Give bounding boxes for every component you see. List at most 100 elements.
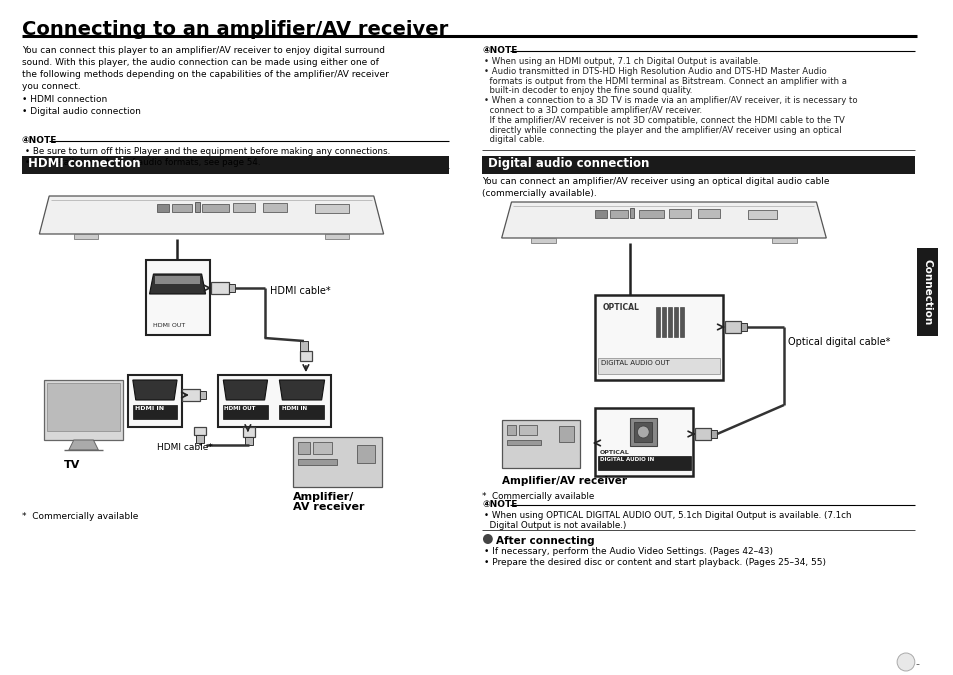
Text: • Be sure to turn off this Player and the equipment before making any connection: • Be sure to turn off this Player and th… [25, 147, 390, 156]
Bar [262, 203, 287, 212]
Circle shape [482, 534, 493, 544]
Bar [629, 208, 634, 218]
Bar [916, 248, 938, 336]
Polygon shape [150, 274, 206, 294]
Bar [698, 209, 720, 218]
Bar [481, 156, 914, 174]
Bar [724, 321, 740, 333]
Bar [195, 435, 203, 443]
Bar [293, 437, 381, 487]
Bar [667, 307, 671, 337]
Bar [73, 234, 98, 239]
Bar [313, 442, 333, 454]
Text: Amplifier/: Amplifier/ [293, 492, 355, 502]
Bar [558, 426, 574, 442]
Text: formats is output from the HDMI terminal as Bitstream. Connect an amplifier with: formats is output from the HDMI terminal… [483, 76, 846, 86]
Polygon shape [132, 380, 177, 400]
Text: Amplifier/AV receiver: Amplifier/AV receiver [501, 476, 626, 486]
Polygon shape [39, 196, 383, 234]
Text: TV: TV [64, 460, 80, 470]
Bar [47, 383, 120, 431]
Bar [740, 323, 746, 331]
Bar [229, 284, 234, 292]
Bar [609, 210, 627, 218]
Text: built-in decoder to enjoy the fine sound quality.: built-in decoder to enjoy the fine sound… [483, 86, 692, 95]
Bar [679, 307, 683, 337]
Text: If the amplifier/AV receiver is not 3D compatible, connect the HDMI cable to the: If the amplifier/AV receiver is not 3D c… [483, 116, 844, 125]
Text: digital cable.: digital cable. [483, 136, 544, 144]
Polygon shape [223, 380, 267, 400]
Text: ④NOTE: ④NOTE [481, 46, 517, 55]
Text: • Prepare the desired disc or content and start playback. (Pages 25–34, 55): • Prepare the desired disc or content an… [483, 558, 825, 567]
Text: HDMI OUT: HDMI OUT [153, 323, 186, 328]
Polygon shape [279, 380, 324, 400]
Bar [598, 456, 690, 470]
Bar [314, 204, 349, 213]
Bar [668, 209, 690, 218]
Text: AV receiver: AV receiver [293, 502, 364, 512]
Text: HDMI cable*: HDMI cable* [157, 443, 213, 452]
Bar [201, 204, 229, 212]
Bar [710, 430, 717, 438]
Bar [747, 210, 777, 219]
Bar [771, 238, 796, 243]
Bar [595, 295, 722, 380]
Bar [279, 405, 323, 419]
Polygon shape [501, 202, 825, 238]
Text: Connecting to an amplifier/AV receiver: Connecting to an amplifier/AV receiver [22, 20, 447, 39]
Text: • When using an HDMI output, 7.1 ch Digital Output is available.: • When using an HDMI output, 7.1 ch Digi… [483, 57, 760, 66]
Text: • If necessary, perform the Audio Video Settings. (Pages 42–43): • If necessary, perform the Audio Video … [483, 547, 772, 556]
Text: You can connect an amplifier/AV receiver using an optical digital audio cable
(c: You can connect an amplifier/AV receiver… [481, 177, 828, 198]
Bar [506, 440, 540, 445]
Bar [356, 445, 375, 463]
Bar [531, 238, 556, 243]
Text: HDMI IN: HDMI IN [134, 406, 164, 411]
Text: OPTICAL: OPTICAL [602, 303, 639, 312]
Bar [506, 425, 516, 435]
Bar [245, 437, 253, 445]
Bar [199, 391, 206, 399]
Text: DIGITAL AUDIO OUT: DIGITAL AUDIO OUT [600, 360, 669, 366]
Text: • When using OPTICAL DIGITAL AUDIO OUT, 5.1ch Digital Output is available. (7.1c: • When using OPTICAL DIGITAL AUDIO OUT, … [483, 511, 851, 520]
Bar [182, 389, 199, 401]
Bar [243, 427, 254, 437]
Text: OPTICAL: OPTICAL [599, 450, 629, 455]
Bar [661, 307, 665, 337]
Text: *  Commercially available: * Commercially available [481, 492, 594, 501]
Text: -: - [915, 659, 919, 669]
Bar [629, 418, 657, 446]
Text: Optical digital cable*: Optical digital cable* [787, 337, 889, 347]
Circle shape [896, 653, 914, 671]
Bar [297, 459, 337, 465]
Bar [172, 204, 192, 212]
Bar [595, 210, 606, 218]
Bar [212, 282, 229, 294]
Bar [194, 202, 199, 212]
Bar [128, 375, 182, 427]
Text: Digital Output is not available.): Digital Output is not available.) [483, 521, 626, 530]
Bar [501, 420, 579, 468]
Bar [299, 351, 312, 361]
Text: • For details on output of audio formats, see page 54.: • For details on output of audio formats… [25, 158, 260, 167]
Text: connect to a 3D compatible amplifier/AV receiver.: connect to a 3D compatible amplifier/AV … [483, 106, 701, 115]
Text: After connecting: After connecting [496, 536, 594, 546]
Text: *  Commercially available: * Commercially available [22, 512, 138, 521]
Text: • When a connection to a 3D TV is made via an amplifier/AV receiver, it is neces: • When a connection to a 3D TV is made v… [483, 97, 857, 105]
Polygon shape [69, 440, 98, 450]
Bar [218, 375, 331, 427]
Text: directly while connecting the player and the amplifier/AV receiver using an opti: directly while connecting the player and… [483, 126, 841, 134]
Bar [324, 234, 349, 239]
Circle shape [637, 426, 649, 438]
Text: Digital audio connection: Digital audio connection [487, 157, 649, 170]
Bar [157, 204, 169, 212]
Bar [146, 260, 210, 335]
Text: • Audio transmitted in DTS-HD High Resolution Audio and DTS-HD Master Audio: • Audio transmitted in DTS-HD High Resol… [483, 67, 826, 76]
Bar [297, 442, 310, 454]
Text: HDMI cable*: HDMI cable* [270, 286, 330, 296]
Text: HDMI connection: HDMI connection [28, 157, 140, 170]
Text: HDMI IN: HDMI IN [282, 406, 307, 411]
Bar [155, 276, 199, 284]
Bar [595, 408, 693, 476]
Bar [223, 405, 267, 419]
Text: You can connect this player to an amplifier/AV receiver to enjoy digital surroun: You can connect this player to an amplif… [22, 46, 388, 115]
